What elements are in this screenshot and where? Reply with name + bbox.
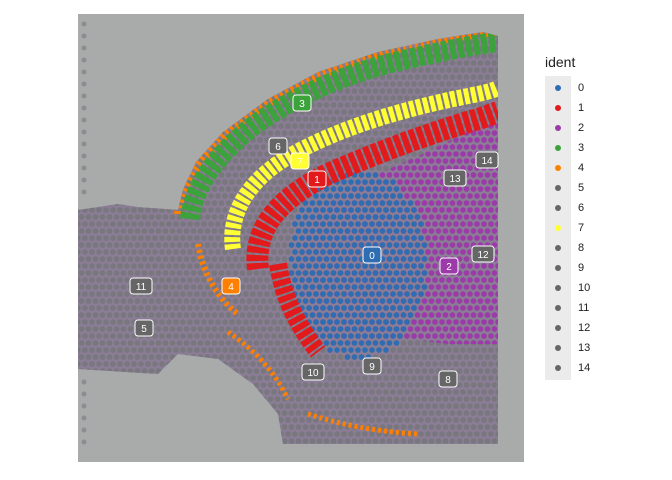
cluster-label-11: 11 <box>129 277 153 295</box>
cluster-label-3: 3 <box>292 94 312 112</box>
legend-label-8: 8 <box>578 242 585 254</box>
legend-label-0: 0 <box>578 82 585 94</box>
legend-dot-8 <box>555 245 561 251</box>
legend-label-5: 5 <box>578 182 585 194</box>
legend-label-6: 6 <box>578 202 585 214</box>
legend-label-10: 10 <box>578 282 591 294</box>
legend-label-4: 4 <box>578 162 585 174</box>
legend-dot-11 <box>555 305 561 311</box>
cluster-label-14: 14 <box>475 151 499 169</box>
legend-dot-13 <box>555 345 561 351</box>
legend-dot-9 <box>555 265 561 271</box>
cluster-label-1: 1 <box>307 170 327 188</box>
cluster-4-lower-edge <box>226 329 419 437</box>
legend-dot-6 <box>555 205 561 211</box>
cluster-label-14-text: 14 <box>481 156 493 167</box>
cluster-label-9-text: 9 <box>369 362 375 373</box>
cluster-label-6-text: 6 <box>275 142 281 153</box>
legend-dot-4 <box>555 165 561 171</box>
cluster-label-3-text: 3 <box>299 99 305 110</box>
cluster-label-7-text: 7 <box>297 157 303 168</box>
cluster-label-0: 0 <box>362 246 382 264</box>
cluster-label-7: 7 <box>290 152 310 170</box>
legend-dot-3 <box>555 145 561 151</box>
edge-fiducial-spots <box>81 21 87 445</box>
legend-label-2: 2 <box>578 122 585 134</box>
legend-title: ident <box>545 54 576 70</box>
cluster-label-8-text: 8 <box>445 375 451 386</box>
cluster-label-5: 5 <box>134 319 154 337</box>
legend-label-7: 7 <box>578 222 585 234</box>
cluster-0-region <box>288 172 428 360</box>
cluster-label-2-text: 2 <box>446 262 452 273</box>
cluster-label-10-text: 10 <box>307 368 319 379</box>
legend-dot-7 <box>555 225 561 231</box>
legend-dot-5 <box>555 185 561 191</box>
cluster-label-12-text: 12 <box>477 250 489 261</box>
cluster-label-13: 13 <box>443 169 467 187</box>
cluster-7-band <box>224 80 498 251</box>
legend-label-11: 11 <box>578 302 590 314</box>
cluster-label-5-text: 5 <box>141 324 147 335</box>
cluster-label-0-text: 0 <box>369 251 375 262</box>
spatial-tissue-plot: 0 1 2 3 4 5 6 7 <box>78 14 524 462</box>
cluster-label-1-text: 1 <box>314 175 320 186</box>
cluster-label-12: 12 <box>471 245 495 263</box>
cluster-label-9: 9 <box>362 357 382 375</box>
cluster-label-boxes: 0 1 2 3 4 5 6 7 <box>129 94 499 388</box>
cluster-label-4: 4 <box>221 277 241 295</box>
cluster-label-11-text: 11 <box>136 282 147 293</box>
legend-label-3: 3 <box>578 142 585 154</box>
legend-dot-12 <box>555 325 561 331</box>
cluster-label-6: 6 <box>268 137 288 155</box>
cluster-1-band <box>246 101 498 271</box>
cortex-bands <box>174 32 498 437</box>
legend-label-14: 14 <box>578 362 591 374</box>
legend-dot-2 <box>555 125 561 131</box>
legend-key-14 <box>545 356 571 380</box>
legend: ident 0 1 2 3 4 5 6 7 8 9 10 11 12 13 14 <box>533 48 653 428</box>
legend-dot-1 <box>555 105 561 111</box>
legend-dot-10 <box>555 285 561 291</box>
cluster-label-8: 8 <box>438 370 458 388</box>
cluster-label-4-text: 4 <box>228 282 234 293</box>
cluster-label-2: 2 <box>439 257 459 275</box>
legend-label-13: 13 <box>578 342 591 354</box>
cluster-label-10: 10 <box>301 363 325 381</box>
cluster-4-outer-band <box>174 32 498 215</box>
legend-label-9: 9 <box>578 262 585 274</box>
legend-dot-0 <box>555 85 561 91</box>
cluster-4-inner-edge <box>195 243 240 317</box>
legend-label-12: 12 <box>578 322 591 334</box>
legend-label-1: 1 <box>578 102 585 114</box>
legend-dot-14 <box>555 365 561 371</box>
cluster-1-lower-band <box>269 262 326 358</box>
cluster-label-13-text: 13 <box>449 174 461 185</box>
cluster-3-band <box>180 32 498 221</box>
